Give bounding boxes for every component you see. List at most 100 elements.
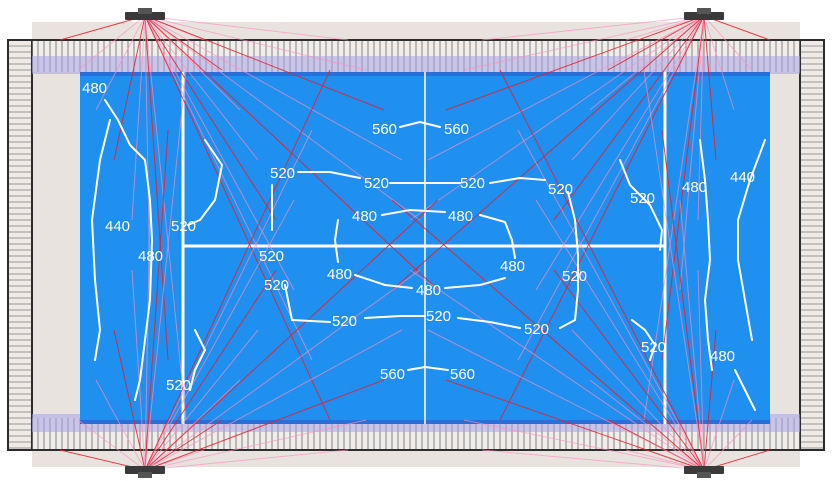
left-wall [7,39,33,451]
light-beam [144,419,367,471]
light-beam [499,15,705,421]
light-beam [144,269,277,471]
light-beam [144,199,295,471]
light-beam [144,15,349,41]
light-beam [144,129,313,471]
light-beam [535,199,705,471]
right-wall [799,39,825,451]
label-c520-right-upper: 520 [630,190,655,207]
light-beam [697,269,705,471]
light-beam [427,329,705,471]
label-c480-right-upper: 480 [682,179,707,196]
light-beam [703,15,753,71]
light-beam [144,129,169,471]
light-beam [144,69,331,471]
label-c520-upper-3: 520 [460,175,485,192]
light-beam [589,379,705,471]
light-beam [661,129,705,471]
label-c480-mid-1: 480 [327,266,352,283]
label-c440-right: 440 [730,169,755,186]
light-beam [144,15,313,361]
label-c520-mid-right: 520 [562,268,587,285]
light-beam [144,15,331,421]
light-beam [703,15,735,111]
light-beam [703,419,753,471]
label-c520-lower-1: 520 [332,313,357,330]
light-beam [144,199,439,471]
light-beam [703,15,717,161]
light-beam [144,199,151,471]
label-c480-top-left: 480 [82,80,107,97]
light-beam [77,15,146,71]
light-beam [144,15,169,361]
light-beam [499,69,705,471]
light-beams [59,15,771,471]
light-beam [571,15,705,161]
label-c480-mid-2: 480 [416,282,441,299]
light-beam [144,15,277,221]
label-c520-mid-left-b: 520 [264,277,289,294]
light-beam [131,15,146,221]
label-c480-upper-2: 480 [448,208,473,225]
light-beam [144,15,259,161]
light-beam [553,269,705,471]
light-beam [113,329,146,471]
light-beam [517,15,705,361]
floodlight-top-left [125,8,165,20]
light-beam [589,15,705,111]
light-beam [131,269,146,471]
floodlight-bottom-right [684,466,724,478]
light-beam [144,419,223,471]
light-beam [607,15,705,71]
label-c480-mid-3: 480 [500,258,525,275]
light-beam [571,329,705,471]
light-beam [661,15,705,361]
light-beam [113,15,146,161]
light-beam [643,15,705,421]
light-beam [391,15,705,291]
light-beam [703,329,717,471]
light-beam [679,199,705,471]
light-beam [481,449,705,471]
light-beam [144,69,187,471]
light-beam [144,329,403,471]
label-c440-left: 440 [105,218,130,235]
light-beam [427,15,705,161]
light-beam [144,15,367,71]
isolux-contours [91,99,766,411]
light-beam [144,15,187,421]
contour-labels: 480 440 480 520 520 560 560 520 520 520 … [82,80,755,394]
light-beam [144,15,421,221]
label-c520-left-service: 520 [171,218,196,235]
label-c520-right-lower: 520 [641,339,666,356]
light-beam [463,15,705,71]
light-beam [481,15,705,41]
light-beam [445,15,705,111]
light-beam [391,199,705,471]
light-beam [95,379,146,471]
light-beam [553,15,705,221]
light-beam [697,15,705,221]
label-c520-upper-2: 520 [364,175,389,192]
label-c480-right-lower: 480 [710,348,735,365]
label-c520-upper-1: 520 [270,165,295,182]
label-c480-upper-1: 480 [352,208,377,225]
label-c520-lower-2: 520 [426,308,451,325]
light-beam [643,69,705,471]
light-beam [517,129,705,471]
glass-band-top [32,56,800,74]
light-beam [144,269,421,471]
label-c480-left-mid: 480 [138,248,163,265]
floodlight-bottom-left [125,466,165,478]
label-c560-top-b: 560 [444,121,469,138]
label-c520-mid-left-a: 520 [259,248,284,265]
light-beam [409,15,705,221]
light-beam [144,15,241,111]
light-beam [77,419,146,471]
light-beam [144,329,259,471]
light-beam [144,15,385,111]
label-c560-bottom-b: 560 [450,366,475,383]
label-c520-lower-3: 520 [524,321,549,338]
court-lines [181,72,667,424]
